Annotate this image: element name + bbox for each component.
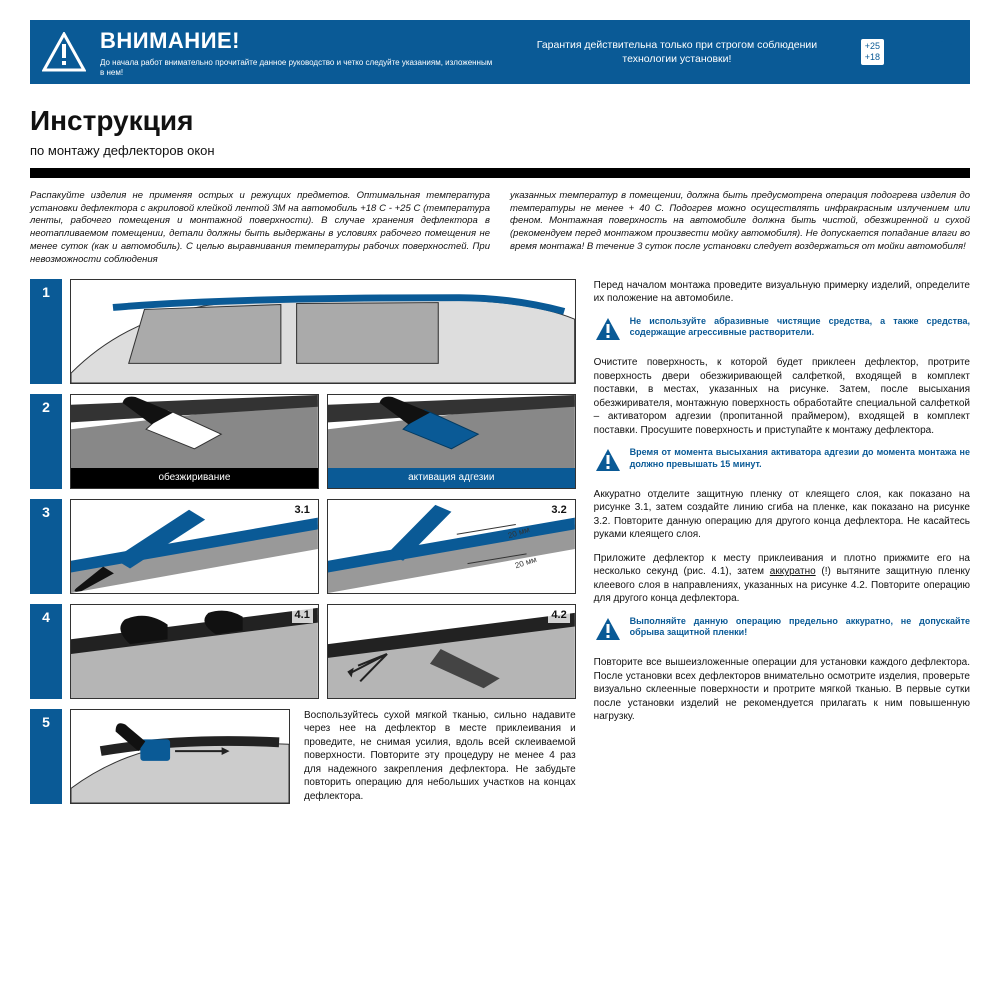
step-2-image-a: обезжиривание (70, 394, 319, 489)
guarantee-text: Гарантия действительна только при строго… (507, 38, 847, 67)
step-3: 3 3.1 (30, 499, 576, 594)
info-2-text: Время от момента высыхания активатора ад… (630, 447, 970, 470)
step-4-image-b: 4.2 (327, 604, 576, 699)
label-3-2: 3.2 (548, 503, 569, 518)
step-num-3: 3 (30, 499, 62, 594)
step-5: 5 Воспользуйтесь сухой мягкой тканью, си… (30, 709, 576, 804)
step-4-image-a: 4.1 (70, 604, 319, 699)
subtitle: по монтажу дефлекторов окон (30, 142, 970, 160)
right-p5: Повторите все вышеизложенные операции дл… (594, 656, 970, 724)
main-title: Инструкция (30, 102, 970, 140)
step-1: 1 (30, 279, 576, 384)
warning-icon (42, 32, 86, 72)
attention-block: ВНИМАНИЕ! До начала работ внимательно пр… (100, 26, 493, 78)
caption-degrease: обезжиривание (71, 468, 318, 488)
temp-icons: +25 +18 (861, 32, 958, 72)
step-3-image-b: 3.2 20 мм 20 мм (327, 499, 576, 594)
attention-subtitle: До начала работ внимательно прочитайте д… (100, 58, 493, 79)
attention-title: ВНИМАНИЕ! (100, 26, 493, 56)
divider-bar (30, 168, 970, 178)
warning-icon (594, 616, 622, 647)
step-2: 2 обезжиривание (30, 394, 576, 489)
right-column: Перед началом монтажа проведите визуальн… (594, 279, 970, 814)
info-box-3: Выполняйте данную операцию предельно акк… (594, 616, 970, 647)
temp-18: +18 (865, 52, 880, 63)
thermometer-icon (894, 32, 914, 72)
warning-icon (594, 447, 622, 478)
step-num-5: 5 (30, 709, 62, 804)
temp-25: +25 (865, 41, 880, 52)
label-4-2: 4.2 (548, 608, 569, 623)
info-3-text: Выполняйте данную операцию предельно акк… (630, 616, 970, 639)
right-p2: Очистите поверхность, к которой будет пр… (594, 356, 970, 437)
label-4-1: 4.1 (292, 608, 313, 623)
step-3-image-a: 3.1 (70, 499, 319, 594)
warning-icon (594, 316, 622, 347)
intro-left: Распакуйте изделия не применяя острых и … (30, 190, 490, 267)
step-4: 4 4.1 (30, 604, 576, 699)
info-box-1: Не используйте абразивные чистящие средс… (594, 316, 970, 347)
step-2-image-b: активация адгезии (327, 394, 576, 489)
step-1-image (70, 279, 576, 384)
right-p1: Перед началом монтажа проведите визуальн… (594, 279, 970, 306)
intro-right: указанных температур в помещении, должна… (510, 190, 970, 267)
title-block: Инструкция по монтажу дефлекторов окон (30, 102, 970, 177)
step-5-text: Воспользуйтесь сухой мягкой тканью, силь… (298, 709, 576, 804)
intro-text: Распакуйте изделия не применяя острых и … (30, 190, 970, 267)
step-num-2: 2 (30, 394, 62, 489)
header-bar: ВНИМАНИЕ! До начала работ внимательно пр… (30, 20, 970, 84)
step-5-image (70, 709, 290, 804)
caption-activation: активация адгезии (328, 468, 575, 488)
right-p4: Приложите дефлектор к месту приклеивания… (594, 552, 970, 606)
no-water-icon (924, 32, 958, 72)
info-box-2: Время от момента высыхания активатора ад… (594, 447, 970, 478)
step-num-4: 4 (30, 604, 62, 699)
label-3-1: 3.1 (292, 503, 313, 518)
step-num-1: 1 (30, 279, 62, 384)
info-1-text: Не используйте абразивные чистящие средс… (630, 316, 970, 339)
right-p3: Аккуратно отделите защитную пленку от кл… (594, 488, 970, 542)
